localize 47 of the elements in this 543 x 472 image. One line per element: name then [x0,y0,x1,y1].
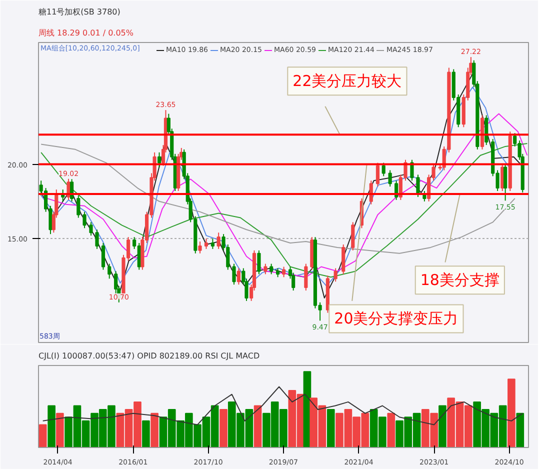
candlestick [76,194,80,218]
chart-subtitle: 周线 18.29 0.01 / 0.05% [38,28,134,38]
bar [142,420,150,448]
candlestick [334,268,338,282]
bar [220,409,228,448]
bar [254,405,262,448]
bar [516,412,524,448]
ref-line-label: 22美分压力较大 [292,72,402,90]
candlestick [232,263,236,286]
bar [387,412,396,448]
candlestick [416,174,420,198]
candlestick [342,244,346,275]
candlestick [236,268,241,286]
bar [56,412,64,448]
ref-line-label: 20美分支撑变压力 [334,310,458,328]
candlestick [89,222,93,236]
candlestick [108,263,112,280]
chart-title: 糖11号加权(SB 3780) [38,8,120,16]
bar [150,412,158,448]
chart-title: CJL(I) 100087.00(53:47) OPID 802189.00 RSI CJL MACD [38,352,260,360]
line-series [40,144,516,254]
candlestick [216,232,220,250]
candlestick [257,250,261,275]
bar [48,405,56,448]
candlestick [198,241,202,254]
candlestick [504,164,508,202]
bar [508,378,516,448]
candlestick [210,238,214,250]
candlestick [157,152,162,168]
ref-line-label: 18美分支撑 [420,271,500,290]
candlestick [388,170,392,188]
candlestick [410,159,414,182]
candlestick [264,263,268,275]
candlestick [282,266,286,278]
candlestick [351,222,355,251]
candlestick [304,263,308,292]
candlestick [204,238,208,250]
candlestick [376,162,380,188]
candlestick [484,114,488,146]
bar [326,409,335,448]
candlestick [101,242,106,270]
bar [438,405,446,448]
candlestick [82,211,86,229]
candlestick [382,162,386,177]
bar [38,424,47,448]
candlestick [95,229,99,250]
candlestick [270,263,274,275]
